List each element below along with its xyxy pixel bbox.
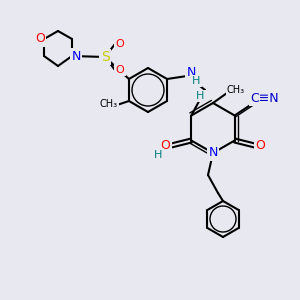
Text: H: H — [154, 149, 163, 160]
Text: CH₃: CH₃ — [227, 85, 245, 95]
Text: O: O — [35, 32, 45, 46]
Text: O: O — [116, 65, 124, 75]
Text: N: N — [71, 50, 81, 62]
Text: O: O — [160, 139, 170, 152]
Text: N: N — [186, 67, 196, 80]
Text: H: H — [196, 91, 204, 101]
Text: C≡N: C≡N — [250, 92, 279, 105]
Text: H: H — [192, 76, 200, 86]
Text: O: O — [256, 139, 266, 152]
Text: N: N — [208, 146, 218, 160]
Text: S: S — [100, 50, 109, 64]
Text: CH₃: CH₃ — [100, 99, 118, 109]
Text: O: O — [116, 39, 124, 49]
